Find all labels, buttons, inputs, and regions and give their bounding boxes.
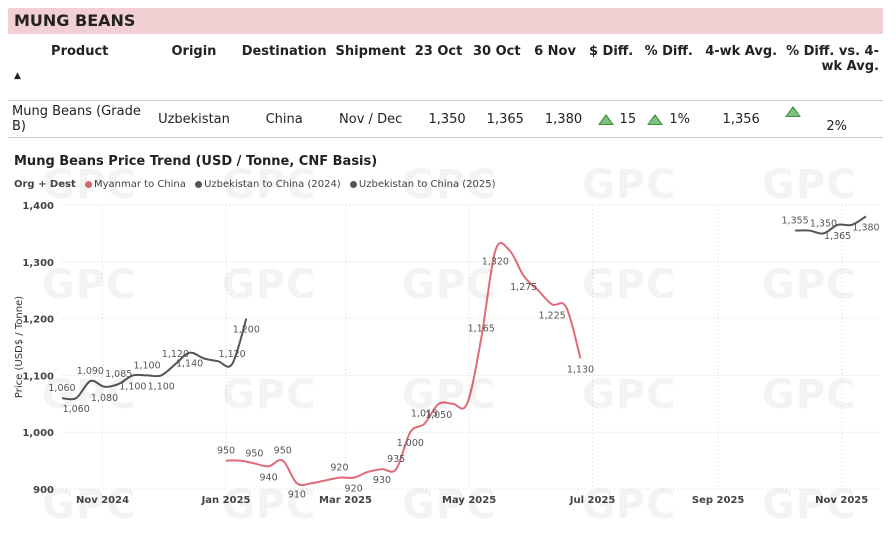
col-oct23[interactable]: 23 Oct xyxy=(414,44,463,59)
data-label: 935 xyxy=(387,454,405,465)
data-label: 1,275 xyxy=(510,282,537,293)
data-label: 1,120 xyxy=(219,349,246,360)
cell-oct30: 1,365 xyxy=(467,100,526,138)
legend-item-uzbek-2024[interactable]: Uzbekistan to China (2024) xyxy=(204,179,341,190)
section-title: MUNG BEANS xyxy=(8,8,883,34)
data-label: 950 xyxy=(217,446,235,457)
y-tick-label: 1,000 xyxy=(22,428,54,439)
cell-pct-vs-avg: 2% xyxy=(783,100,883,138)
cell-origin: Uzbekistan xyxy=(151,100,237,138)
legend-dot-uzbek-2024 xyxy=(195,181,203,188)
x-tick-label: Sep 2025 xyxy=(692,495,744,506)
data-label: 1,085 xyxy=(105,369,132,380)
table-header-row: Product ▲ Origin Destination Shipment 23… xyxy=(8,40,883,101)
col-origin[interactable]: Origin xyxy=(171,44,217,59)
increase-triangle-icon xyxy=(785,106,801,117)
data-label: 1,320 xyxy=(482,256,509,267)
cell-destination: China xyxy=(236,100,332,138)
legend-dot-myanmar xyxy=(84,181,92,188)
x-tick-label: Jul 2025 xyxy=(569,495,616,506)
increase-triangle-icon xyxy=(647,113,664,125)
cell-oct23: 1,350 xyxy=(409,100,468,138)
data-label: 1,355 xyxy=(782,216,809,227)
x-tick-label: Nov 2024 xyxy=(76,495,129,506)
series-line-1 xyxy=(61,318,248,401)
chart-legend: Org + Dest Myanmar to China Uzbekistan t… xyxy=(14,179,496,191)
y-tick-label: 1,400 xyxy=(22,201,54,212)
data-label: 950 xyxy=(274,446,292,457)
data-label: 1,100 xyxy=(119,381,146,392)
y-tick-label: 1,300 xyxy=(22,258,54,269)
col-usd-diff[interactable]: $ Diff. xyxy=(588,44,634,59)
data-label: 1,100 xyxy=(148,381,175,392)
chart-title: Mung Beans Price Trend (USD / Tonne, CNF… xyxy=(14,154,378,169)
data-label: 1,380 xyxy=(852,222,879,233)
col-4wk-avg[interactable]: 4-wk Avg. xyxy=(705,44,778,59)
legend-item-myanmar[interactable]: Myanmar to China xyxy=(93,179,186,190)
cell-product: Mung Beans (Grade B) xyxy=(8,100,152,138)
data-label: 940 xyxy=(259,472,277,483)
data-label: 1,000 xyxy=(397,438,424,449)
data-label: 920 xyxy=(330,463,348,474)
data-label: 910 xyxy=(288,489,306,500)
col-nov6[interactable]: 6 Nov xyxy=(534,44,576,59)
price-trend-chart: 900 1,000 1,100 1,200 1,300 1,400 Nov 2024 Jan … xyxy=(14,201,880,506)
col-product[interactable]: Product ▲ xyxy=(8,40,151,101)
data-label: 1,200 xyxy=(233,325,260,336)
data-label: 1,130 xyxy=(567,364,594,375)
data-label: 1,365 xyxy=(824,231,851,242)
data-label: 1,100 xyxy=(133,360,160,371)
data-label: 1,080 xyxy=(91,393,118,404)
cell-4wk-avg: 1,356 xyxy=(699,100,783,138)
data-label: 930 xyxy=(373,475,391,486)
increase-triangle-icon xyxy=(597,113,614,125)
cell-usd-diff: 15 xyxy=(584,100,639,138)
cell-nov6: 1,380 xyxy=(525,100,585,138)
y-axis-label: Price (USD$ / Tonne) xyxy=(14,296,25,398)
data-label: 1,350 xyxy=(810,218,837,229)
col-oct30[interactable]: 30 Oct xyxy=(472,44,521,59)
cell-pct-diff: 1% xyxy=(638,100,700,138)
data-label: 1,015 xyxy=(411,409,438,420)
series-line-0 xyxy=(226,241,582,487)
data-label: 1,060 xyxy=(48,383,75,394)
data-label: 1,120 xyxy=(162,349,189,360)
x-tick-label: May 2025 xyxy=(442,495,496,506)
sort-ascending-icon[interactable]: ▲ xyxy=(14,71,21,81)
col-pct-vs-avg[interactable]: % Diff. vs. 4-wk Avg. xyxy=(786,44,879,74)
x-tick-label: Jan 2025 xyxy=(201,495,251,506)
col-shipment[interactable]: Shipment xyxy=(335,44,406,59)
data-label: 950 xyxy=(245,448,263,459)
data-label: 1,060 xyxy=(63,404,90,415)
legend-item-uzbek-2025[interactable]: Uzbekistan to China (2025) xyxy=(358,179,496,190)
y-tick-label: 900 xyxy=(33,485,54,496)
cell-shipment: Nov / Dec xyxy=(331,100,410,138)
y-tick-label: 1,100 xyxy=(22,371,54,382)
col-pct-diff[interactable]: % Diff. xyxy=(644,44,693,59)
series-line-2 xyxy=(795,215,867,235)
x-tick-label: Mar 2025 xyxy=(319,495,372,506)
data-label: 1,140 xyxy=(176,359,203,370)
col-destination[interactable]: Destination xyxy=(241,44,327,59)
legend-title: Org + Dest xyxy=(14,179,76,190)
legend-dot-uzbek-2025 xyxy=(349,181,357,188)
price-table: Product ▲ Origin Destination Shipment 23… xyxy=(8,40,883,138)
table-row: Mung Beans (Grade B) Uzbekistan China No… xyxy=(8,100,883,138)
x-tick-label: Nov 2025 xyxy=(815,495,868,506)
data-label: 1,165 xyxy=(468,323,495,334)
data-label: 920 xyxy=(345,484,363,495)
data-label: 1,050 xyxy=(425,410,452,421)
y-tick-label: 1,200 xyxy=(22,315,54,326)
data-label: 1,090 xyxy=(77,366,104,377)
data-label: 1,225 xyxy=(538,310,565,321)
